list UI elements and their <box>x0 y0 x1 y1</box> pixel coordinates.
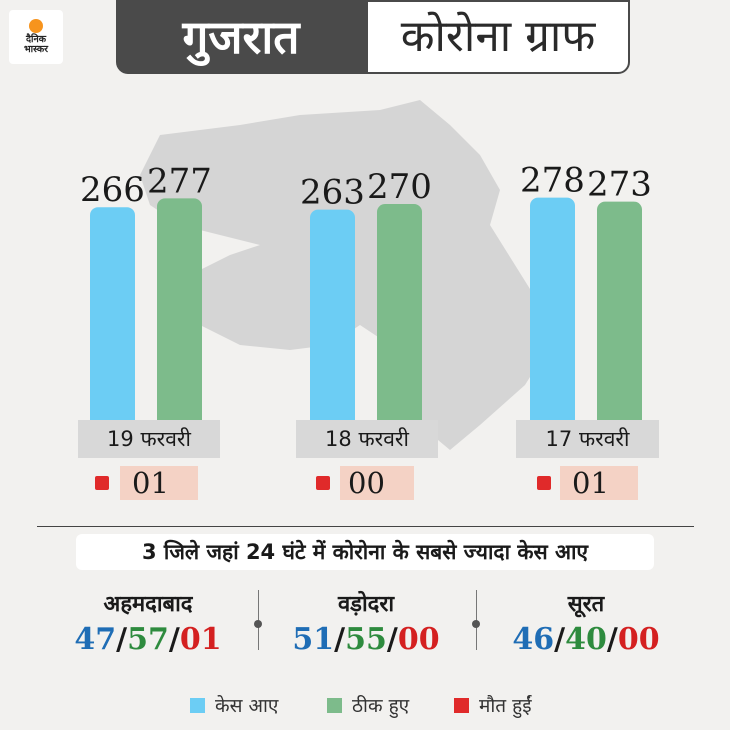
death-marker-2 <box>316 476 330 490</box>
date-label-3: 17 फरवरी <box>516 420 659 458</box>
death-marker-1 <box>95 476 109 490</box>
legend-recovered: ठीक हुए <box>327 694 410 717</box>
district-vadodara: वड़ोदरा 51/55/00 <box>266 590 466 660</box>
legend-deaths: मौत हुईं <box>454 694 532 717</box>
bar-recovered-3 <box>597 201 642 428</box>
bar-label-recovered-3: 273 <box>587 165 652 205</box>
bar-label-cases-1: 266 <box>80 170 145 210</box>
legend-label-recovered: ठीक हुए <box>352 695 410 717</box>
bar-recovered-1 <box>157 198 202 428</box>
section-divider <box>37 526 694 527</box>
district-recovered: 55 <box>345 622 387 657</box>
death-value-3: 01 <box>560 466 638 500</box>
bar-cases-2 <box>310 209 355 428</box>
legend-cases: केस आए <box>190 694 279 717</box>
district-separator-dot-2 <box>472 620 480 628</box>
district-stats: 46/40/00 <box>486 620 686 660</box>
separator: / <box>116 622 128 657</box>
logo-sun-icon <box>29 19 43 33</box>
legend-swatch-deaths <box>454 697 469 713</box>
district-recovered: 57 <box>127 622 169 657</box>
district-recovered: 40 <box>565 622 607 657</box>
separator: / <box>168 622 180 657</box>
district-separator-dot-1 <box>254 620 262 628</box>
district-deaths: 00 <box>397 622 440 657</box>
district-cases: 46 <box>512 622 555 657</box>
bar-chart: 266 277 263 270 278 273 <box>80 161 652 428</box>
district-stats: 51/55/00 <box>266 620 466 660</box>
date-label-1: 19 फरवरी <box>78 420 220 458</box>
district-name: सूरत <box>567 592 605 617</box>
district-name: अहमदाबाद <box>103 592 193 617</box>
dainik-bhaskar-logo: दैनिक भास्कर <box>9 10 63 64</box>
bar-cases-3 <box>530 197 575 428</box>
bar-label-cases-2: 263 <box>300 173 365 213</box>
district-ahmedabad: अहमदाबाद 47/57/01 <box>48 590 248 660</box>
district-deaths: 00 <box>617 622 660 657</box>
separator: / <box>606 622 618 657</box>
legend-label-cases: केस आए <box>215 695 279 717</box>
death-value-1: 01 <box>120 466 198 500</box>
legend-swatch-recovered <box>327 697 342 713</box>
district-surat: सूरत 46/40/00 <box>486 590 686 660</box>
district-deaths: 01 <box>179 622 222 657</box>
district-cases: 51 <box>292 622 335 657</box>
district-name: वड़ोदरा <box>337 592 395 617</box>
separator: / <box>554 622 566 657</box>
logo-text: दैनिक भास्कर <box>23 34 49 55</box>
district-cases: 47 <box>74 622 117 657</box>
death-value-2: 00 <box>340 466 414 500</box>
page-title: कोरोना ग्राफ <box>366 0 630 74</box>
districts-title: 3 जिले जहां 24 घंटे में कोरोना के सबसे ज… <box>76 534 654 570</box>
separator: / <box>334 622 346 657</box>
separator: / <box>386 622 398 657</box>
date-label-2: 18 फरवरी <box>296 420 438 458</box>
bar-label-recovered-1: 277 <box>147 161 212 201</box>
state-title: गुजरात <box>116 0 366 74</box>
bar-cases-1 <box>90 207 135 428</box>
district-stats: 47/57/01 <box>48 620 248 660</box>
legend-swatch-cases <box>190 697 205 713</box>
legend-label-deaths: मौत हुईं <box>479 695 532 717</box>
bar-label-recovered-2: 270 <box>367 167 432 207</box>
bar-label-cases-3: 278 <box>520 161 585 201</box>
bar-recovered-2 <box>377 204 422 428</box>
death-marker-3 <box>537 476 551 490</box>
